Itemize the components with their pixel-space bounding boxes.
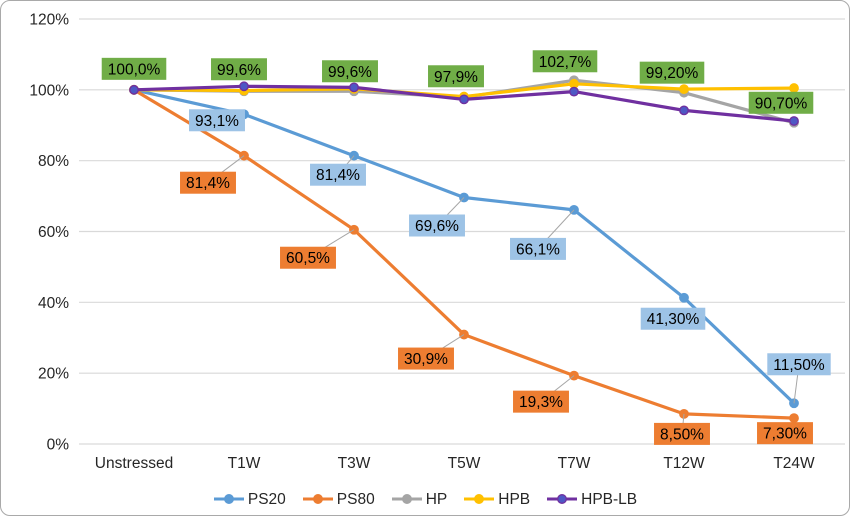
chart-legend: PS20 PS80 HP HPB HPB-LB — [1, 490, 849, 508]
data-label-PS20: 93,1% — [195, 113, 239, 130]
x-axis-tick-label: T1W — [228, 455, 261, 471]
line-chart-plot: 120% 100% 80% 60% 40% 20% 0% Unstressed T1W T3W T5… — [29, 12, 845, 471]
data-label-PS20: 81,4% — [316, 167, 360, 184]
y-axis-tick-label: 100% — [29, 82, 69, 99]
legend-swatch-icon — [213, 494, 244, 505]
data-label-PS80: 60,5% — [286, 250, 330, 267]
data-label-PS80: 30,9% — [404, 351, 448, 368]
legend-item-PS80: PS80 — [302, 490, 375, 508]
data-label-PS80: 19,3% — [519, 394, 563, 411]
data-label-HP: 102,7% — [539, 54, 592, 71]
data-label-box-PS80 — [398, 347, 454, 370]
series-marker-HPB-LB — [459, 94, 469, 105]
data-label-box-PS80 — [180, 171, 236, 194]
series-marker-HPB-LB — [239, 81, 249, 92]
x-axis-tick-label: T24W — [773, 455, 815, 471]
data-label-box-PS20 — [767, 353, 831, 376]
legend-item-HPB: HPB — [463, 490, 531, 508]
x-axis-tick-label: Unstressed — [95, 455, 173, 471]
data-label-box-PS20 — [510, 237, 566, 260]
data-label-PS80: 81,4% — [186, 175, 230, 192]
y-axis-tick-label: 20% — [38, 366, 69, 383]
data-label-box-HP — [211, 58, 267, 81]
data-label-box-HP — [639, 61, 705, 84]
data-label-HP: 100,0% — [108, 61, 161, 78]
legend-item-HPB-LB: HPB-LB — [546, 490, 638, 508]
legend-item-PS20: PS20 — [213, 490, 286, 508]
data-label-box-PS80 — [654, 422, 710, 445]
data-label-box-HP — [532, 50, 598, 73]
data-label-box-HP — [101, 57, 167, 80]
data-label-box-PS20 — [310, 163, 366, 186]
series-marker-PS80 — [789, 413, 799, 424]
y-axis-tick-label: 0% — [47, 437, 70, 454]
data-label-box-HP — [748, 91, 814, 114]
data-label-PS20: 66,1% — [516, 241, 560, 258]
data-label-HP: 90,70% — [755, 95, 808, 112]
data-label-PS80: 7,30% — [763, 426, 807, 443]
legend-item-HP: HP — [391, 490, 448, 508]
legend-label: PS20 — [247, 490, 286, 508]
data-label-PS20: 41,30% — [647, 311, 700, 328]
series-line-PS20 — [132, 88, 796, 405]
data-label-HP: 97,9% — [434, 69, 478, 86]
y-axis-tick-label: 60% — [38, 224, 69, 241]
data-label-box-HP — [322, 60, 378, 83]
legend-swatch-icon — [302, 494, 333, 505]
series-marker-HPB — [789, 83, 799, 93]
y-axis-tick-label: 120% — [29, 12, 69, 29]
x-axis-tick-label: T12W — [663, 455, 705, 471]
x-axis-tick-label: T5W — [448, 455, 481, 471]
series-marker-PS20 — [679, 292, 689, 303]
series-marker-HPB-LB — [349, 82, 359, 93]
data-label-box-PS20 — [189, 109, 245, 132]
series-marker-HPB-LB — [569, 86, 579, 97]
series-marker-HPB-LB — [679, 105, 689, 116]
series-line-PS80 — [132, 88, 796, 420]
series-marker-HPB — [679, 84, 689, 95]
x-axis-tick-label: T3W — [338, 455, 371, 471]
legend-swatch-icon — [547, 494, 578, 505]
data-label-PS20: 69,6% — [415, 218, 459, 235]
legend-label: HP — [425, 490, 448, 508]
data-label-PS20: 11,50% — [773, 357, 825, 374]
y-axis-tick-label: 80% — [38, 153, 69, 170]
data-label-HP: 99,6% — [217, 62, 261, 79]
legend-label: HPB-LB — [581, 490, 638, 508]
legend-swatch-icon — [391, 494, 422, 505]
y-axis-tick-label: 40% — [38, 295, 69, 312]
data-label-PS80: 8,50% — [660, 426, 704, 443]
data-label-box-PS20 — [409, 214, 465, 237]
x-axis-tick-label: T7W — [558, 455, 591, 471]
data-label-box-PS20 — [640, 307, 706, 330]
data-label-HP: 99,6% — [328, 64, 372, 81]
data-label-box-PS80 — [513, 390, 569, 413]
data-label-box-PS80 — [280, 246, 336, 269]
legend-swatch-icon — [464, 494, 495, 505]
data-label-box-PS80 — [757, 422, 813, 445]
legend-label: HPB — [498, 490, 531, 508]
data-label-HP: 99,20% — [646, 65, 699, 82]
series-marker-HPB-LB — [789, 116, 799, 126]
series-marker-HPB-LB — [129, 84, 139, 95]
legend-label: PS80 — [336, 490, 375, 508]
data-label-box-HP — [428, 65, 484, 88]
